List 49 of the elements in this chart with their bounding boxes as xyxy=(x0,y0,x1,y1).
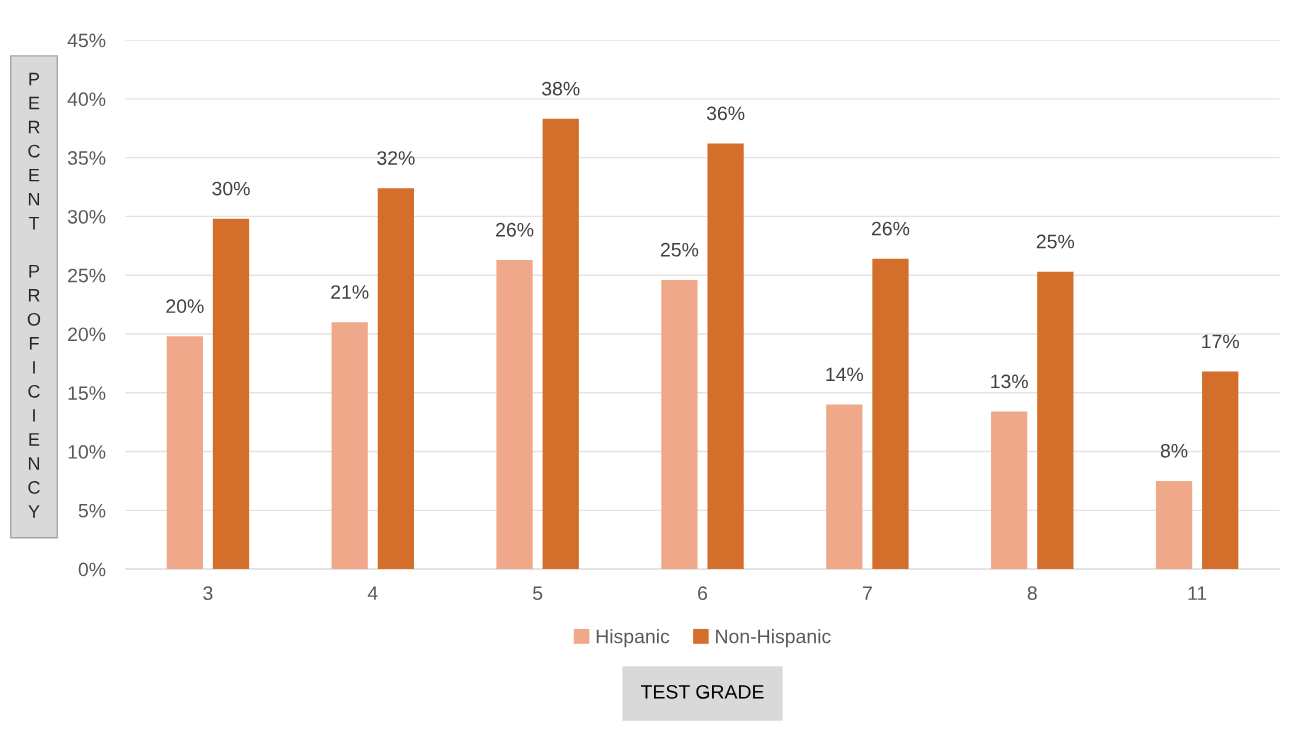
bar xyxy=(212,218,250,570)
data-label: 25% xyxy=(1036,234,1075,249)
y-tick-label: 10% xyxy=(68,445,106,459)
data-label: 36% xyxy=(706,106,745,121)
x-tick-label: 3 xyxy=(203,586,213,601)
y-tick-label: 15% xyxy=(68,386,106,400)
x-tick-label: 8 xyxy=(1027,586,1037,601)
y-tick-label: 40% xyxy=(67,92,106,107)
bar xyxy=(1202,371,1239,570)
data-label: 26% xyxy=(871,221,910,236)
bar xyxy=(661,279,698,570)
data-label: 26% xyxy=(496,222,534,237)
data-label: 32% xyxy=(377,151,415,165)
bar xyxy=(331,322,368,570)
data-label: 14% xyxy=(826,367,864,382)
x-tick-label: 7 xyxy=(862,586,872,600)
x-tick-label: 4 xyxy=(367,586,378,600)
y-tick-label: 35% xyxy=(67,151,106,165)
data-label: 20% xyxy=(166,299,204,314)
bar xyxy=(991,411,1028,570)
y-tick-label: 20% xyxy=(68,327,106,342)
bar xyxy=(872,258,909,570)
x-axis-title: TEST GRADE xyxy=(641,684,764,699)
data-label: 38% xyxy=(542,81,580,96)
data-label: 21% xyxy=(331,285,369,299)
bar xyxy=(377,188,414,570)
y-tick-label: 45% xyxy=(67,33,106,48)
x-tick-label: 5 xyxy=(533,586,543,601)
y-tick-label: 0% xyxy=(78,562,106,577)
data-label: 8% xyxy=(1160,443,1188,458)
data-label: 13% xyxy=(991,374,1028,389)
data-label: 30% xyxy=(212,181,250,196)
bar xyxy=(1037,271,1074,570)
bar xyxy=(1155,480,1193,570)
y-tick-label: 30% xyxy=(67,209,106,224)
legend-label: Hispanic xyxy=(596,629,670,648)
legend-label: Non-Hispanic xyxy=(716,629,831,648)
x-tick-label: 6 xyxy=(698,586,708,601)
y-tick-label: 5% xyxy=(78,503,106,518)
data-label: 17% xyxy=(1202,334,1239,349)
text: PERCENT PROFICIENCY xyxy=(27,72,41,518)
y-tick-label: 25% xyxy=(68,268,106,283)
x-tick-label: 11 xyxy=(1188,586,1207,600)
bar xyxy=(542,118,579,570)
bar xyxy=(707,143,744,570)
data-label: 25% xyxy=(660,242,699,257)
bar xyxy=(826,404,863,570)
bar xyxy=(166,336,203,570)
bar xyxy=(496,259,533,570)
